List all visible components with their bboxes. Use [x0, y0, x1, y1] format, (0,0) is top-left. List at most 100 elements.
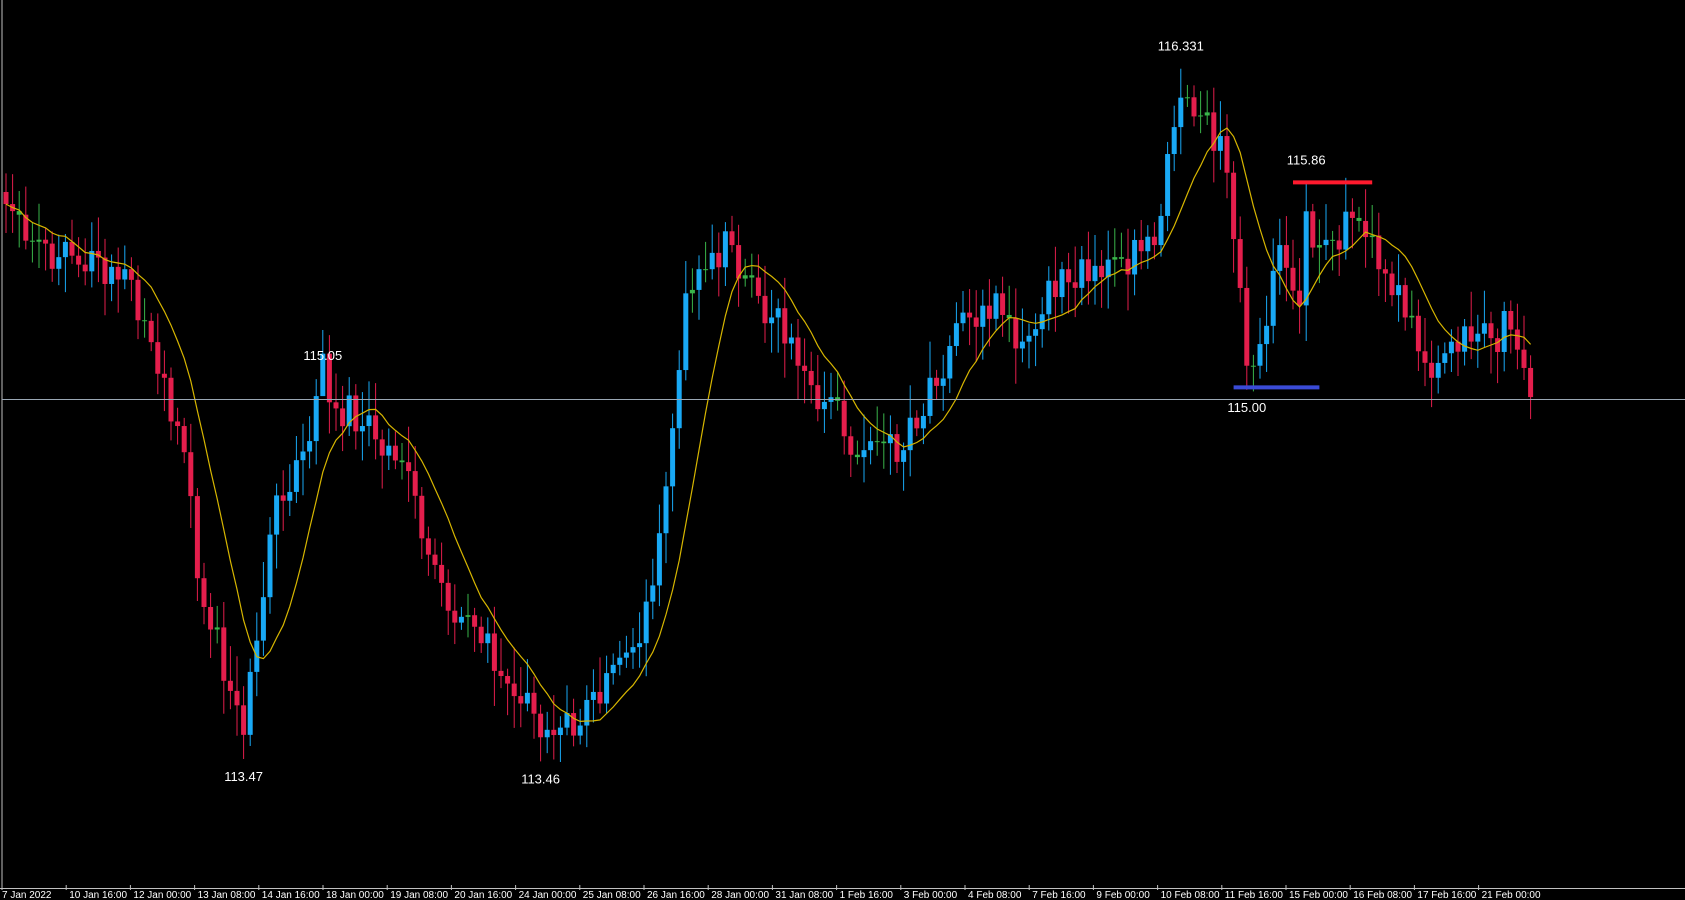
candle-body	[808, 370, 814, 386]
x-tick-label: 20 Jan 16:00	[454, 890, 512, 900]
candle-body	[1112, 257, 1118, 260]
candle-body	[340, 408, 346, 427]
candle-body	[637, 643, 643, 648]
candle-body	[1448, 341, 1454, 354]
candle-body	[557, 727, 563, 736]
candle-body	[538, 713, 544, 738]
candle-body	[353, 395, 359, 432]
candle-body	[115, 266, 121, 280]
candle-body	[973, 317, 979, 327]
candle-body	[1303, 211, 1309, 306]
levels	[2, 180, 1685, 400]
candle-body	[1396, 285, 1402, 296]
candle-body	[914, 417, 920, 429]
candle-body	[1310, 211, 1316, 248]
candle-body	[953, 323, 959, 347]
candle-body	[1356, 217, 1362, 221]
ma-line	[5, 127, 1532, 723]
candle-body	[1283, 245, 1289, 268]
x-tick-label: 9 Feb 00:00	[1096, 890, 1150, 900]
candle-body	[980, 305, 986, 327]
x-tick-label: 19 Jan 08:00	[390, 890, 448, 900]
candle-body	[1495, 338, 1501, 352]
candle-body	[135, 279, 141, 321]
candle-body	[617, 657, 623, 665]
candle-body	[1475, 333, 1481, 342]
candle-body	[419, 495, 425, 539]
candle-body	[491, 633, 497, 671]
candle-body	[214, 627, 220, 630]
candle-body	[379, 439, 385, 456]
price-label: 116.331	[1158, 39, 1204, 54]
candle-body	[1178, 97, 1184, 128]
candle-body	[1184, 97, 1190, 99]
candle-body	[986, 305, 992, 319]
candle-body	[947, 346, 953, 379]
candle-body	[544, 729, 550, 738]
candle-body	[1508, 311, 1514, 330]
candle-body	[848, 436, 854, 455]
candle-body	[1198, 115, 1204, 117]
candle-body	[894, 434, 900, 462]
candle-body	[1033, 329, 1039, 336]
candle-body	[901, 450, 907, 462]
price-label: 115.05	[303, 348, 342, 363]
candle-body	[920, 415, 926, 429]
candle-body	[194, 496, 200, 579]
candle-body	[1046, 280, 1052, 315]
candle-body	[227, 680, 233, 691]
candle-body	[478, 626, 484, 644]
candle-body	[1402, 285, 1408, 318]
candle-body	[23, 214, 29, 241]
candle-body	[69, 241, 75, 256]
candle-body	[623, 652, 629, 658]
candle-body	[709, 252, 715, 270]
candle-body	[161, 373, 167, 378]
candle-body	[689, 289, 695, 294]
x-tick-label: 24 Jan 00:00	[519, 890, 577, 900]
candle-body	[56, 257, 62, 269]
candle-body	[234, 690, 240, 706]
candle-body	[934, 377, 940, 386]
candle-body	[861, 450, 867, 458]
candle-body	[1019, 341, 1025, 349]
candle-body	[887, 434, 893, 444]
candle-body	[749, 275, 755, 278]
candle-body	[505, 676, 511, 684]
candle-body	[1165, 154, 1171, 216]
candle-body	[320, 353, 326, 397]
x-tick-label: 4 Feb 08:00	[968, 890, 1022, 900]
candle-body	[597, 691, 603, 704]
candle-body	[95, 250, 101, 258]
candle-body	[650, 585, 656, 602]
candle-body	[1158, 215, 1164, 246]
candle-body	[148, 320, 154, 343]
candle-body	[683, 293, 689, 371]
x-tick-label: 31 Jan 08:00	[775, 890, 833, 900]
candle-body	[3, 192, 9, 205]
candle-body	[458, 616, 464, 623]
candle-body	[1231, 172, 1237, 240]
moving-average	[5, 127, 1532, 723]
candle-body	[1264, 325, 1270, 345]
candle-body	[1429, 362, 1435, 378]
candle-body	[1191, 97, 1197, 117]
candle-body	[1125, 258, 1131, 275]
x-tick-label: 11 Feb 16:00	[1225, 890, 1284, 900]
candle-body	[841, 400, 847, 437]
candle-body	[274, 495, 280, 535]
candle-body	[1481, 323, 1487, 334]
x-tick-label: 10 Jan 16:00	[69, 890, 127, 900]
candle-body	[247, 671, 253, 735]
candle-body	[1138, 239, 1144, 252]
candle-body	[663, 486, 669, 534]
candle-body	[1013, 317, 1019, 349]
candle-body	[1330, 239, 1336, 241]
price-label: 115.00	[1227, 400, 1266, 415]
candle-body	[1237, 239, 1243, 288]
candle-body	[1382, 269, 1388, 274]
candle-body	[1323, 239, 1329, 246]
candle-body	[300, 451, 306, 461]
price-annotations: 116.331 115.86 115.05 115.00 113.47 113.46	[224, 39, 1325, 787]
